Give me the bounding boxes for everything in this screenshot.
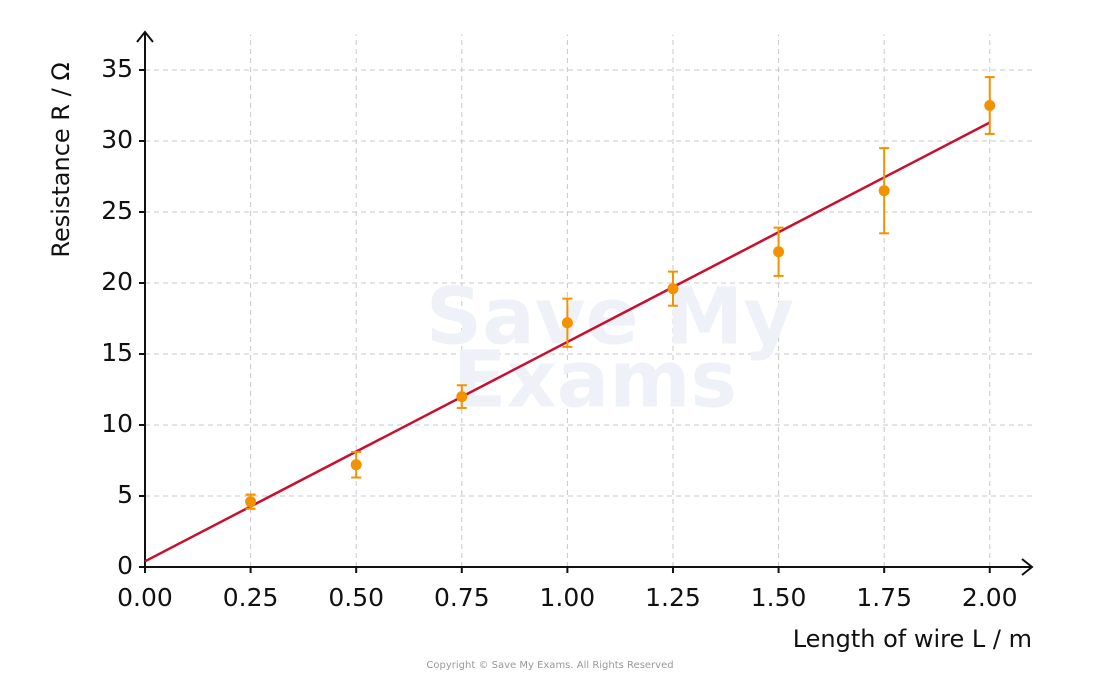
y-tick-label: 35	[101, 54, 133, 83]
grid	[145, 34, 1032, 567]
x-tick-label: 1.25	[645, 583, 701, 612]
data-point	[245, 496, 257, 508]
y-axis-arrow	[136, 30, 154, 43]
x-tick-label: 1.50	[751, 583, 807, 612]
y-tick-label: 30	[101, 125, 133, 154]
y-tick-label: 20	[101, 267, 133, 296]
y-tick-label: 5	[117, 480, 133, 509]
y-tick-label: 25	[101, 196, 133, 225]
x-axis-label: Length of wire L / m	[793, 625, 1032, 653]
data-point	[667, 283, 679, 295]
y-tick-label: 15	[101, 338, 133, 367]
copyright: Copyright © Save My Exams. All Rights Re…	[426, 660, 673, 671]
data-point	[456, 391, 468, 403]
x-tick-label: 0.25	[223, 583, 279, 612]
y-axis-label: Resistance R / Ω	[47, 62, 75, 257]
y-tick-label: 10	[101, 409, 133, 438]
x-tick-label: 2.00	[962, 583, 1018, 612]
data-point	[984, 100, 996, 111]
y-tick-label: 0	[117, 551, 133, 580]
x-tick-label: 0.50	[328, 583, 384, 612]
x-tick-label: 0.00	[117, 583, 173, 612]
data-point	[773, 246, 785, 258]
x-tick-label: 1.75	[856, 583, 912, 612]
watermark: Save My	[426, 272, 794, 362]
x-tick-label: 1.00	[540, 583, 596, 612]
data-point	[561, 317, 573, 329]
x-axis-arrow	[1021, 558, 1034, 576]
x-tick-label: 0.75	[434, 583, 490, 612]
watermark: Exams	[453, 335, 737, 425]
data-point	[350, 459, 362, 471]
data-point	[878, 185, 890, 197]
